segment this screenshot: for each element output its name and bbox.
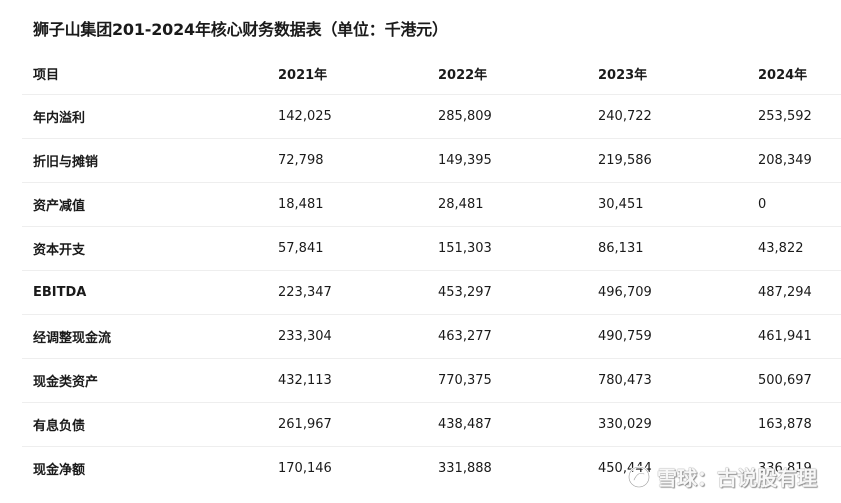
row-label: 资产减值 (22, 182, 267, 227)
table-row: 有息负债 261,967 438,487 330,029 163,878 (22, 402, 841, 447)
row-label: 现金净额 (33, 463, 86, 478)
watermark-text: 雪球：古说股有理 (657, 466, 817, 490)
table-cell: 43,822 (747, 226, 841, 271)
column-header-2022: 2022年 (427, 52, 587, 95)
row-label: 有息负债 (22, 402, 267, 447)
table-cell: 285,809 (427, 94, 587, 139)
table-cell: 438,487 (427, 402, 587, 447)
financial-data-table: 项目 2021年 2022年 2023年 2024年 年内溢利 142,025 … (22, 52, 841, 490)
table-cell: 208,349 (747, 138, 841, 183)
table-cell: 490,759 (587, 314, 747, 359)
table-row: 经调整现金流 233,304 463,277 490,759 461,941 (22, 314, 841, 359)
table-cell: 151,303 (427, 226, 587, 271)
table-cell: 219,586 (587, 138, 747, 183)
row-label: 折旧与摊销 (22, 138, 267, 183)
table-cell: 330,029 (587, 402, 747, 447)
table-cell: 336,819 (758, 461, 812, 476)
row-label: 经调整现金流 (22, 314, 267, 359)
table-row: EBITDA 223,347 453,297 496,709 487,294 (22, 270, 841, 315)
table-cell: 142,025 (267, 94, 427, 139)
row-label: 现金类资产 (22, 358, 267, 403)
table-row: 现金净额 170,146 331,888 450,444 336,819 (22, 447, 841, 491)
table-row: 年内溢利 142,025 285,809 240,722 253,592 (22, 94, 841, 139)
table-cell: 500,697 (747, 358, 841, 403)
table-cell: 57,841 (267, 226, 427, 271)
table-cell: 30,451 (587, 182, 747, 227)
table-cell: 149,395 (427, 138, 587, 183)
column-header-2021: 2021年 (267, 52, 427, 95)
watermark: 雪球：古说股有理 (627, 462, 817, 491)
table-cell: 28,481 (427, 182, 587, 227)
table-cell: 233,304 (267, 314, 427, 359)
table-cell: 163,878 (747, 402, 841, 447)
table-cell: 18,481 (267, 182, 427, 227)
snowball-logo-icon (627, 465, 651, 489)
table-cell: 331,888 (438, 461, 492, 476)
table-cell: 253,592 (747, 94, 841, 139)
table-row: 资本开支 57,841 151,303 86,131 43,822 (22, 226, 841, 271)
table-row: 资产减值 18,481 28,481 30,451 0 (22, 182, 841, 227)
column-header-item: 项目 (22, 52, 267, 95)
table-row: 现金类资产 432,113 770,375 780,473 500,697 (22, 358, 841, 403)
table-cell: 487,294 (747, 270, 841, 315)
column-header-2023: 2023年 (587, 52, 747, 95)
row-label: EBITDA (22, 270, 267, 315)
table-cell: 770,375 (427, 358, 587, 403)
table-cell: 0 (747, 182, 841, 227)
table-cell: 463,277 (427, 314, 587, 359)
table-cell: 86,131 (587, 226, 747, 271)
table-cell: 453,297 (427, 270, 587, 315)
table-cell: 780,473 (587, 358, 747, 403)
table-cell: 170,146 (278, 461, 332, 476)
table-cell: 261,967 (267, 402, 427, 447)
table-cell: 240,722 (587, 94, 747, 139)
table-header-row: 项目 2021年 2022年 2023年 2024年 (22, 52, 841, 95)
table-cell: 496,709 (587, 270, 747, 315)
table-cell: 461,941 (747, 314, 841, 359)
table-cell: 432,113 (267, 358, 427, 403)
table-cell: 72,798 (267, 138, 427, 183)
row-label: 资本开支 (22, 226, 267, 271)
table-cell: 223,347 (267, 270, 427, 315)
row-label: 年内溢利 (22, 94, 267, 139)
column-header-2024: 2024年 (747, 52, 841, 95)
table-row: 折旧与摊销 72,798 149,395 219,586 208,349 (22, 138, 841, 183)
page-title: 狮子山集团201-2024年核心财务数据表（单位：千港元） (33, 20, 448, 39)
